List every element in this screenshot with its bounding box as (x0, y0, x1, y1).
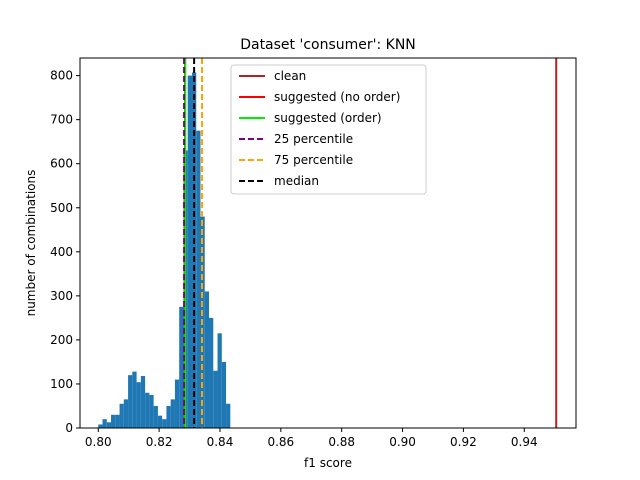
legend-label: suggested (order) (274, 111, 382, 125)
histogram-bar (102, 419, 107, 428)
histogram-bar (213, 370, 218, 428)
legend-label: suggested (no order) (274, 90, 400, 104)
plot-frame (79, 57, 577, 429)
histogram-bar (106, 422, 112, 428)
legend-label: 25 percentile (274, 132, 353, 146)
histogram-bar (209, 317, 214, 428)
y-tick-label: 400 (50, 245, 73, 259)
y-tick-label: 200 (50, 333, 73, 347)
histogram-bar (145, 392, 150, 428)
histogram-bar (226, 403, 231, 428)
x-tick-label: 0.80 (85, 435, 112, 449)
histogram-bar (153, 405, 158, 428)
x-tick-label: 0.90 (389, 435, 416, 449)
histogram-bar (128, 375, 133, 428)
legend-label: 75 percentile (274, 153, 353, 167)
reference-lines (183, 58, 558, 428)
histogram-bar (132, 371, 137, 428)
y-axis: 0 100 200 300 400 500 600 700 800 (50, 69, 80, 435)
legend: clean suggested (no order) suggested (orde… (230, 64, 427, 195)
histogram-bar (174, 379, 180, 428)
histogram-bar (140, 376, 146, 428)
x-tick-label: 0.84 (207, 435, 234, 449)
histogram-bar (111, 414, 116, 428)
x-tick-label: 0.94 (511, 435, 538, 449)
y-tick-label: 0 (65, 421, 73, 435)
y-axis-label: number of combinations (24, 170, 38, 317)
histogram-bar (187, 75, 192, 429)
y-tick-label: 500 (50, 201, 73, 215)
histogram-bar (136, 382, 141, 428)
y-tick-label: 300 (50, 289, 73, 303)
x-axis-label: f1 score (304, 456, 352, 470)
histogram-bar (217, 333, 222, 428)
y-tick-label: 700 (50, 113, 73, 127)
histogram-bar (221, 361, 227, 428)
histogram-bar (204, 291, 210, 428)
histogram-bar (119, 403, 124, 428)
y-tick-label: 800 (50, 69, 73, 83)
histogram-bar (179, 306, 184, 428)
y-tick-label: 100 (50, 377, 73, 391)
histogram-bar (166, 405, 171, 428)
x-tick-label: 0.82 (146, 435, 173, 449)
legend-label: clean (274, 69, 306, 83)
histogram-bar (162, 419, 167, 428)
histogram-bar (196, 130, 201, 428)
y-tick-label: 600 (50, 157, 73, 171)
histogram-bar (115, 414, 120, 428)
histogram-bar (157, 415, 163, 428)
histogram-bar (149, 394, 154, 428)
x-tick-label: 0.92 (450, 435, 477, 449)
x-axis: 0.80 0.82 0.84 0.86 0.88 0.90 0.92 0.94 (85, 428, 538, 449)
x-tick-label: 0.86 (267, 435, 294, 449)
histogram-bar (98, 424, 103, 428)
chart-title: Dataset 'consumer': KNN (240, 37, 416, 53)
plot-area (98, 58, 558, 429)
x-tick-label: 0.88 (328, 435, 355, 449)
histogram-bar (123, 399, 129, 428)
legend-box (230, 64, 427, 195)
legend-label: median (274, 174, 319, 188)
histogram-bar (170, 399, 175, 428)
